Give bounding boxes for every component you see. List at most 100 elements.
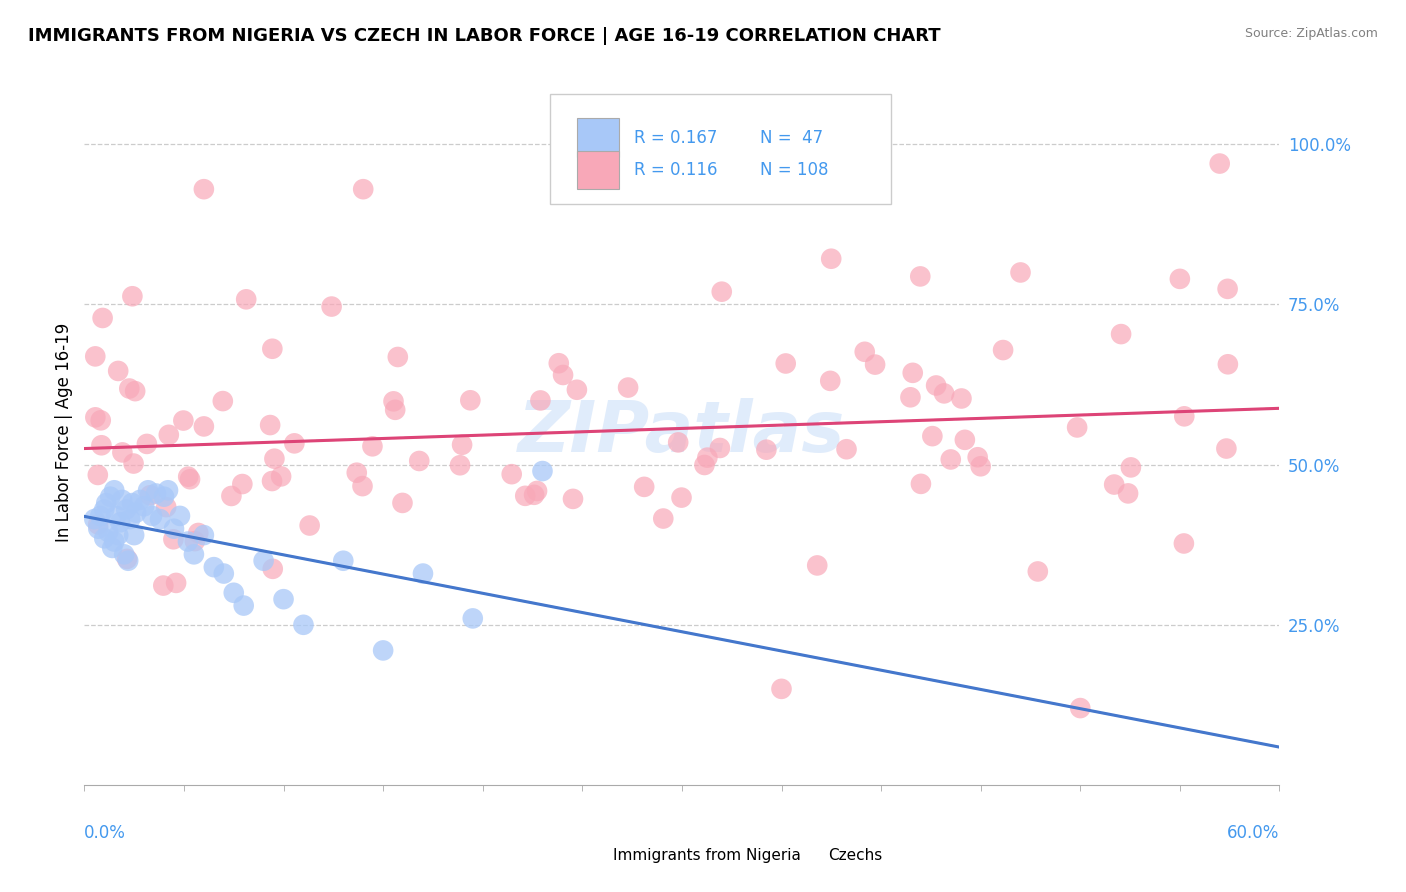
Point: [91, 310, 114, 325]
Point: [835, 442, 858, 457]
Point: [184, 534, 207, 549]
Point: [910, 269, 932, 284]
Point: [384, 402, 406, 417]
Point: [460, 393, 482, 408]
Point: [145, 486, 167, 500]
Point: [129, 492, 152, 507]
Point: [1109, 327, 1132, 342]
Point: [352, 182, 374, 196]
Point: [352, 479, 374, 493]
Text: Immigrants from Nigeria: Immigrants from Nigeria: [613, 848, 800, 863]
Point: [1102, 477, 1125, 491]
Point: [1168, 272, 1191, 286]
Text: IMMIGRANTS FROM NIGERIA VS CZECH IN LABOR FORCE | AGE 16-19 CORRELATION CHART: IMMIGRANTS FROM NIGERIA VS CZECH IN LABO…: [28, 27, 941, 45]
Point: [193, 182, 215, 196]
Text: 60.0%: 60.0%: [1227, 823, 1279, 842]
Point: [96, 496, 118, 510]
Point: [253, 554, 276, 568]
Point: [90, 438, 112, 452]
Point: [149, 512, 172, 526]
Point: [139, 488, 162, 502]
Point: [551, 368, 574, 382]
Point: [103, 534, 125, 549]
Point: [121, 289, 143, 303]
Point: [90, 413, 112, 427]
Text: Czechs: Czechs: [828, 848, 882, 863]
Point: [231, 477, 253, 491]
Point: [523, 488, 546, 502]
Text: Source: ZipAtlas.com: Source: ZipAtlas.com: [1244, 27, 1378, 40]
Point: [262, 342, 284, 356]
Point: [969, 459, 991, 474]
Point: [332, 554, 354, 568]
Point: [122, 528, 145, 542]
Point: [162, 533, 184, 547]
Point: [298, 518, 321, 533]
Point: [770, 681, 793, 696]
Point: [93, 532, 115, 546]
Point: [1173, 409, 1195, 424]
Point: [671, 491, 693, 505]
Point: [1069, 701, 1091, 715]
Point: [84, 410, 107, 425]
Point: [617, 380, 640, 394]
Point: [932, 386, 955, 401]
Point: [169, 508, 191, 523]
Point: [501, 467, 523, 482]
Point: [202, 560, 225, 574]
Point: [820, 374, 842, 388]
Point: [115, 552, 138, 566]
Text: 0.0%: 0.0%: [84, 823, 127, 842]
Point: [117, 554, 139, 568]
Point: [87, 467, 110, 482]
Bar: [576, 151, 619, 189]
Point: [141, 508, 163, 523]
Point: [863, 358, 886, 372]
Point: [953, 433, 976, 447]
Point: [451, 438, 474, 452]
Point: [177, 469, 200, 483]
Point: [562, 491, 585, 506]
Point: [361, 439, 384, 453]
Point: [991, 343, 1014, 357]
Point: [87, 522, 110, 536]
Point: [1209, 156, 1232, 170]
Point: [125, 506, 148, 520]
Bar: [796, 839, 821, 871]
Point: [292, 617, 315, 632]
Point: [346, 466, 368, 480]
Point: [900, 390, 922, 404]
Point: [172, 413, 194, 427]
Point: [710, 285, 733, 299]
Point: [101, 541, 124, 555]
Point: [177, 534, 200, 549]
Point: [212, 566, 235, 581]
Point: [391, 496, 413, 510]
Point: [165, 575, 187, 590]
Point: [531, 464, 554, 478]
Point: [105, 508, 128, 523]
Point: [262, 562, 284, 576]
Point: [547, 356, 569, 370]
Point: [211, 394, 233, 409]
Point: [633, 480, 655, 494]
Text: N = 108: N = 108: [759, 161, 828, 179]
Point: [122, 457, 145, 471]
Point: [152, 578, 174, 592]
Y-axis label: In Labor Force | Age 16-19: In Labor Force | Age 16-19: [55, 323, 73, 542]
Point: [775, 356, 797, 370]
Point: [107, 528, 129, 542]
Point: [449, 458, 471, 473]
Point: [153, 490, 176, 504]
Point: [515, 489, 537, 503]
Point: [820, 252, 842, 266]
Point: [163, 522, 186, 536]
Point: [187, 526, 209, 541]
Point: [1216, 357, 1239, 371]
Point: [124, 384, 146, 398]
Point: [461, 611, 484, 625]
Point: [921, 429, 943, 443]
Point: [120, 512, 142, 526]
Point: [179, 472, 201, 486]
Point: [696, 450, 718, 465]
